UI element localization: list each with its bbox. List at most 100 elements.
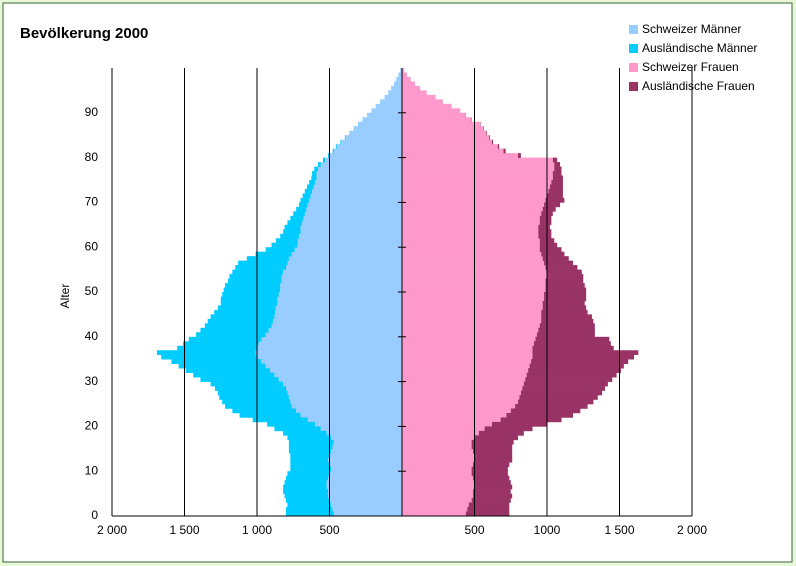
bar (220, 300, 278, 306)
bar (217, 390, 288, 396)
bar (255, 350, 402, 356)
bar (474, 484, 513, 490)
bar (278, 292, 402, 297)
bar (290, 466, 331, 472)
bar (402, 408, 511, 414)
bar (402, 309, 542, 315)
bar (388, 90, 402, 96)
bar (402, 502, 469, 508)
bar (275, 305, 402, 311)
bar (523, 381, 608, 387)
bar (402, 399, 518, 405)
bar (291, 251, 402, 257)
bar (542, 300, 585, 306)
bar (402, 489, 474, 494)
bar (532, 354, 634, 360)
legend-label: Schweizer Frauen (642, 60, 739, 74)
bar (402, 381, 524, 387)
bar (538, 327, 595, 333)
x-tick-label: 1 000 (242, 523, 272, 537)
x-tick-label: 1000 (534, 523, 561, 537)
bar (315, 421, 402, 427)
bar (301, 220, 402, 226)
bar (156, 350, 256, 356)
bar (329, 498, 402, 503)
bar (396, 76, 402, 82)
bar (402, 368, 529, 373)
bar (478, 430, 524, 436)
bar (402, 117, 472, 123)
bar (283, 381, 402, 387)
bar (274, 426, 321, 432)
bar (303, 215, 402, 221)
bar (281, 278, 402, 284)
y-tick-label: 80 (85, 150, 99, 164)
bar (515, 404, 588, 409)
bar (302, 193, 311, 199)
bar (293, 211, 305, 217)
bar (222, 292, 279, 297)
bar (402, 126, 484, 132)
bar (402, 430, 479, 436)
bar (328, 457, 402, 463)
bar (551, 180, 563, 185)
bar (333, 511, 402, 517)
bar (320, 426, 402, 432)
bar (402, 72, 408, 78)
bar (307, 417, 402, 423)
bar (287, 435, 331, 441)
bar (345, 135, 402, 140)
bar (288, 444, 333, 450)
bar (552, 175, 563, 181)
bar (402, 426, 485, 432)
bar (232, 269, 284, 275)
bar (300, 224, 402, 230)
bar (330, 502, 402, 508)
bar (277, 296, 402, 302)
bar (402, 112, 466, 118)
bar (402, 242, 540, 248)
bar (402, 435, 475, 441)
bar (402, 251, 542, 257)
bar (402, 139, 492, 145)
y-tick-label: 50 (85, 284, 99, 298)
bar (468, 502, 510, 508)
bar (330, 448, 402, 454)
bar (329, 153, 402, 158)
bar (315, 180, 402, 185)
bar (371, 108, 402, 114)
bar (362, 117, 402, 123)
bar (252, 417, 308, 423)
bar (541, 318, 594, 324)
bar (309, 197, 402, 203)
bar (402, 462, 474, 468)
bar (300, 197, 310, 203)
bar (246, 256, 289, 261)
bar (402, 287, 546, 293)
bar (275, 238, 298, 244)
bar (340, 139, 342, 145)
bar (297, 242, 402, 248)
bar (532, 345, 614, 351)
legend-swatch (629, 63, 638, 72)
bar (554, 162, 561, 167)
bar (503, 148, 506, 154)
bar (287, 502, 331, 508)
y-tick-label: 40 (85, 329, 99, 343)
bar (220, 296, 278, 302)
bar (473, 489, 511, 494)
bar (349, 130, 402, 136)
bar (286, 475, 329, 481)
bar (228, 278, 282, 284)
bar (333, 439, 402, 445)
bar (171, 359, 262, 364)
bar (328, 475, 402, 481)
bar (325, 157, 402, 163)
bar (307, 202, 402, 208)
bar (358, 121, 402, 127)
bar (200, 377, 279, 382)
bar (265, 332, 402, 338)
bar (402, 166, 555, 172)
bar (471, 444, 513, 450)
